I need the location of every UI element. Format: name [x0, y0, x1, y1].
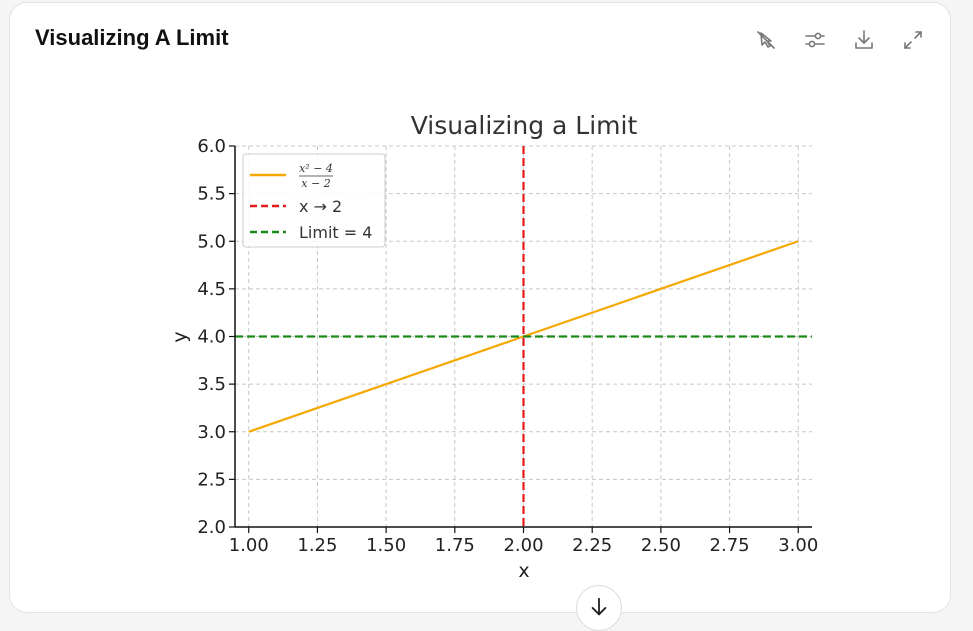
- y-tick-label: 6.0: [197, 136, 226, 157]
- card-title: Visualizing A Limit: [35, 25, 229, 50]
- chart-card: Visualizing A Limit: [9, 2, 951, 613]
- hide-interactivity-button[interactable]: [753, 27, 779, 53]
- y-tick-label: 4.5: [197, 279, 226, 300]
- x-tick-label: 2.75: [710, 535, 750, 556]
- y-tick-label: 5.5: [197, 184, 226, 205]
- scroll-down-button[interactable]: [576, 585, 622, 631]
- legend-curve-denominator: x − 2: [301, 177, 330, 190]
- download-button[interactable]: [851, 27, 877, 53]
- series-group: [235, 146, 812, 527]
- y-tick-label: 2.0: [197, 517, 226, 538]
- x-tick-label: 1.25: [297, 535, 337, 556]
- chart-title: Visualizing a Limit: [411, 111, 638, 140]
- legend-box: [242, 153, 386, 248]
- x-axis-label: x: [518, 560, 529, 582]
- legend-curve-numerator: x² − 4: [299, 162, 333, 175]
- x-tick-label: 2.50: [641, 535, 681, 556]
- line-chart: Visualizing a Limit 1.00 1.25 1.50 1.75 2.00…: [169, 111, 818, 582]
- chart-area: Visualizing a Limit 1.00 1.25 1.50 1.75 2.00…: [160, 103, 840, 593]
- pointer-off-icon: [757, 31, 775, 49]
- x-tick-label: 1.00: [229, 535, 269, 556]
- y-tick-label: 2.5: [197, 469, 226, 490]
- y-tick-label: 5.0: [197, 231, 226, 252]
- sliders-icon: [805, 32, 825, 48]
- x-tick-label: 1.75: [435, 535, 475, 556]
- y-axis-label: y: [169, 331, 191, 342]
- y-tick-label: 3.5: [197, 374, 226, 395]
- chart-toolbar: [753, 27, 926, 53]
- y-tick-label: 4.0: [197, 327, 226, 348]
- expand-button[interactable]: [900, 27, 926, 53]
- y-tick-label: 3.0: [197, 422, 226, 443]
- download-icon: [855, 30, 873, 49]
- arrow-down-icon: [591, 597, 607, 616]
- legend-label-vline: x → 2: [299, 197, 342, 216]
- legend-label-hline: Limit = 4: [299, 223, 372, 242]
- x-tick-label: 2.00: [503, 535, 543, 556]
- x-tick-label: 2.25: [572, 535, 612, 556]
- chart-settings-button[interactable]: [802, 27, 828, 53]
- legend: x² − 4 x − 2 x → 2 Limit = 4: [242, 153, 386, 248]
- x-tick-label: 1.50: [366, 535, 406, 556]
- y-ticks: 2.0 2.5 3.0 3.5 4.0 4.5 5.0 5.5 6.0: [197, 136, 235, 538]
- x-ticks: 1.00 1.25 1.50 1.75 2.00 2.25 2.50 2.75 3.00: [229, 527, 818, 556]
- expand-icon: [904, 31, 922, 49]
- x-tick-label: 3.00: [778, 535, 818, 556]
